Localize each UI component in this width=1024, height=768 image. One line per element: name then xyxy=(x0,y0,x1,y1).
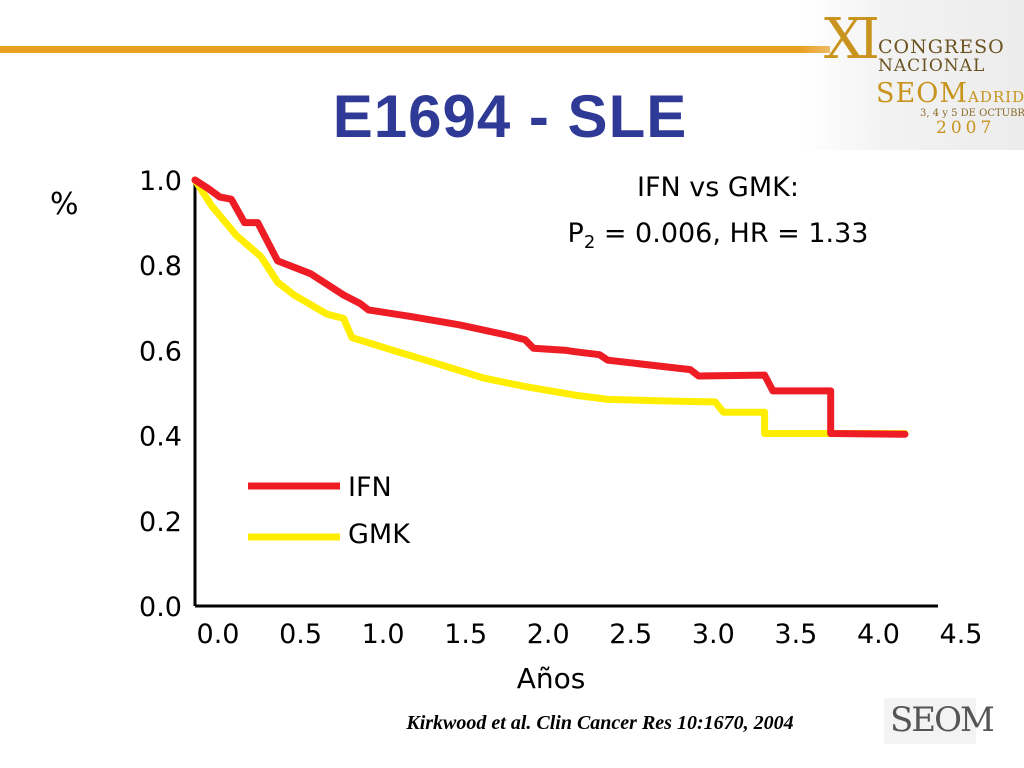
x-tick-label: 3.5 xyxy=(774,619,817,650)
x-tick-label: 4.0 xyxy=(857,619,900,650)
x-tick-label: 4.5 xyxy=(940,619,983,650)
annotation-p-subscript: 2 xyxy=(584,232,595,253)
y-tick-label: 0.0 xyxy=(139,592,182,623)
annotation-p-symbol: P xyxy=(568,218,584,249)
logo-line-nacional: NACIONAL xyxy=(878,56,986,76)
logo-line-year: 2007 xyxy=(936,118,996,138)
x-tick-label: 0.0 xyxy=(197,619,240,650)
seom-footer-text: SEOM xyxy=(890,700,995,740)
x-tick-label: 0.5 xyxy=(279,619,322,650)
logo-seom-text: SEOM xyxy=(876,78,968,109)
legend: IFN GMK xyxy=(248,472,411,550)
chart-axes xyxy=(193,180,938,608)
series-line-ifn xyxy=(191,176,909,438)
x-tick-label: 3.0 xyxy=(692,619,735,650)
y-tick-label: 0.2 xyxy=(139,507,182,538)
x-axis-label: Años xyxy=(517,662,586,695)
congress-logo: XI CONGRESO NACIONAL SEOMADRID 3, 4 y 5 … xyxy=(800,0,1024,150)
annotation-comparison: IFN vs GMK: xyxy=(637,172,799,203)
x-tick-labels: 0.0 0.5 1.0 1.5 2.0 2.5 3.0 3.5 4.0 4.5 xyxy=(197,619,983,650)
y-tick-label: 0.8 xyxy=(139,251,182,282)
logo-roman-numeral: XI xyxy=(824,7,880,72)
x-tick-label: 2.5 xyxy=(609,619,652,650)
y-tick-labels: 0.0 0.2 0.4 0.6 0.8 1.0 xyxy=(139,166,182,623)
y-axis-label: % xyxy=(50,187,79,222)
x-tick-label: 2.0 xyxy=(527,619,570,650)
annotation-statistics: P2 = 0.006, HR = 1.33 xyxy=(568,218,869,253)
legend-label-ifn: IFN xyxy=(348,472,392,503)
logo-line-dates: 3, 4 y 5 DE OCTUBRE xyxy=(920,108,1024,119)
logo-line-seom: SEOMADRID xyxy=(876,78,1024,109)
x-tick-label: 1.5 xyxy=(444,619,487,650)
x-tick-label: 1.0 xyxy=(362,619,405,650)
logo-background xyxy=(800,0,1024,150)
y-tick-label: 1.0 xyxy=(139,166,182,197)
legend-label-gmk: GMK xyxy=(348,519,411,550)
series-line-gmk xyxy=(191,176,909,437)
slide-title: E1694 - SLE xyxy=(332,83,688,150)
top-accent-rule xyxy=(0,46,830,53)
annotation-p-value: = 0.006, HR = 1.33 xyxy=(595,218,868,249)
logo-line-congreso: CONGRESO xyxy=(878,36,1005,58)
citation: Kirkwood et al. Clin Cancer Res 10:1670,… xyxy=(406,712,794,734)
logo-madrid-text: ADRID xyxy=(968,88,1024,106)
series-lines xyxy=(191,176,909,438)
y-tick-label: 0.6 xyxy=(139,336,182,367)
seom-footer-logo: SEOM xyxy=(884,698,995,744)
y-tick-label: 0.4 xyxy=(139,422,182,453)
